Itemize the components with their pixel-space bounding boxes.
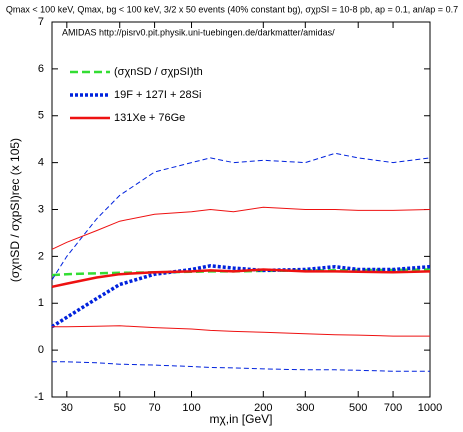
legend-label: 19F + 127I + 28Si	[114, 89, 201, 101]
legend-label: (σχnSD / σχpSI)th	[114, 66, 203, 78]
y-tick-label: 0	[38, 344, 44, 356]
series-line	[51, 264, 431, 329]
legend-label: 131Xe + 76Ge	[114, 112, 185, 124]
annotation: AMIDAS http://pisrv0.pit.physik.uni-tueb…	[62, 27, 335, 37]
y-tick-label: 5	[38, 110, 44, 122]
y-tick-label: -1	[34, 391, 44, 403]
series-line	[52, 361, 430, 372]
x-axis-label: mχ,in [GeV]	[210, 412, 273, 426]
y-tick-label: 1	[38, 297, 44, 309]
y-tick-label: 2	[38, 250, 44, 262]
series-line	[51, 268, 431, 289]
x-tick-label: 100	[182, 402, 200, 414]
plot-frame	[51, 21, 431, 398]
x-tick-label: 200	[254, 402, 272, 414]
x-tick-label: 30	[61, 402, 73, 414]
x-tick-label: 70	[148, 402, 160, 414]
x-tick-label: 500	[349, 402, 367, 414]
series-line	[51, 206, 431, 250]
y-tick-label: 3	[38, 203, 44, 215]
y-tick-label: 6	[38, 63, 44, 75]
x-tick-label: 700	[384, 402, 402, 414]
x-tick-label: 300	[296, 402, 314, 414]
x-tick-label: 1000	[418, 402, 442, 414]
series-line	[52, 325, 430, 337]
y-axis-label: (σχnSD / σχpSI)rec (x 105)	[8, 138, 22, 282]
y-tick-label: 4	[38, 157, 44, 169]
chart-title: Qmax < 100 keV, Qmax, bg < 100 keV, 3/2 …	[6, 4, 458, 14]
x-tick-label: 50	[114, 402, 126, 414]
y-tick-label: 7	[38, 16, 44, 28]
series-line	[51, 152, 431, 281]
